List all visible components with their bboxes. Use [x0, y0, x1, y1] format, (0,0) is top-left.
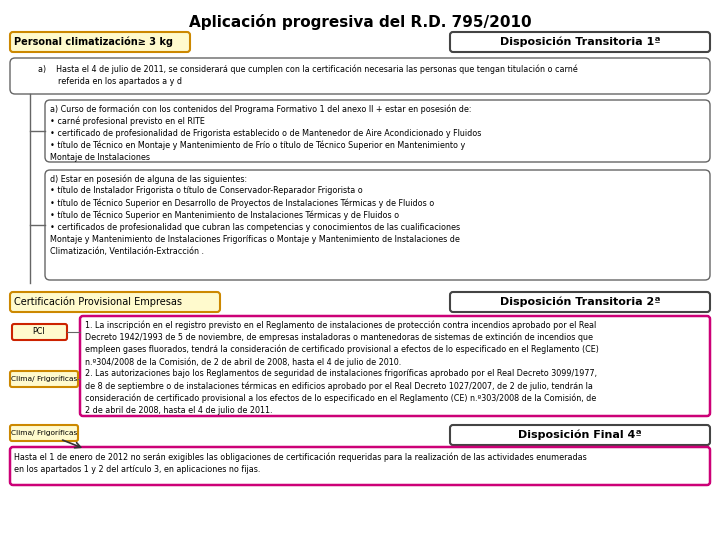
- FancyBboxPatch shape: [80, 316, 710, 416]
- Text: Personal climatización≥ 3 kg: Personal climatización≥ 3 kg: [14, 37, 173, 47]
- Text: Disposición Final 4ª: Disposición Final 4ª: [518, 430, 642, 440]
- Text: Disposición Transitoria 1ª: Disposición Transitoria 1ª: [500, 37, 660, 47]
- Text: a)    Hasta el 4 de julio de 2011, se considerará que cumplen con la certificaci: a) Hasta el 4 de julio de 2011, se consi…: [38, 64, 577, 86]
- Text: 1. La inscripción en el registro previsto en el Reglamento de instalaciones de p: 1. La inscripción en el registro previst…: [85, 320, 599, 415]
- Text: Clima/ Frigoríficas: Clima/ Frigoríficas: [11, 376, 77, 382]
- FancyBboxPatch shape: [10, 447, 710, 485]
- Text: Disposición Transitoria 2ª: Disposición Transitoria 2ª: [500, 297, 660, 307]
- Text: PCI: PCI: [32, 327, 45, 336]
- Text: d) Estar en posesión de alguna de las siguientes:
• título de Instalador Frigori: d) Estar en posesión de alguna de las si…: [50, 174, 460, 256]
- FancyBboxPatch shape: [10, 32, 190, 52]
- FancyBboxPatch shape: [12, 324, 67, 340]
- FancyBboxPatch shape: [10, 292, 220, 312]
- FancyBboxPatch shape: [10, 371, 78, 387]
- FancyBboxPatch shape: [450, 425, 710, 445]
- FancyBboxPatch shape: [45, 170, 710, 280]
- Text: Aplicación progresiva del R.D. 795/2010: Aplicación progresiva del R.D. 795/2010: [189, 14, 531, 30]
- Text: Certificación Provisional Empresas: Certificación Provisional Empresas: [14, 297, 182, 307]
- Text: Clima/ Frigoríficas: Clima/ Frigoríficas: [11, 430, 77, 436]
- Text: Hasta el 1 de enero de 2012 no serán exigibles las obligaciones de certificación: Hasta el 1 de enero de 2012 no serán exi…: [14, 452, 587, 474]
- FancyBboxPatch shape: [10, 58, 710, 94]
- FancyBboxPatch shape: [10, 425, 78, 441]
- FancyBboxPatch shape: [450, 292, 710, 312]
- FancyBboxPatch shape: [450, 32, 710, 52]
- Text: a) Curso de formación con los contenidos del Programa Formativo 1 del anexo II +: a) Curso de formación con los contenidos…: [50, 104, 482, 162]
- FancyBboxPatch shape: [45, 100, 710, 162]
